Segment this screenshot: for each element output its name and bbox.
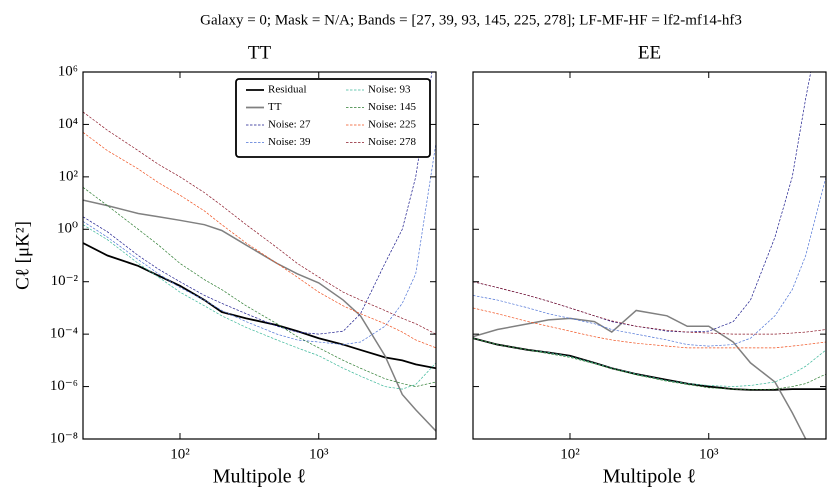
y-tick-label: 10⁻⁴ [50,326,78,342]
series-line [473,309,807,439]
series-line [473,72,812,333]
y-tick-label: 10⁶ [58,63,78,79]
x-tick-label: 10² [560,446,580,462]
y-tick-label: 10⁴ [58,116,78,132]
legend-box [235,78,431,158]
x-tick-label: 10³ [309,446,329,462]
legend-label: Noise: 145 [368,101,416,113]
x-tick-label: 10² [170,446,190,462]
series-line [473,337,826,391]
legend-label: Noise: 39 [268,136,311,148]
y-axis-label: Cℓ [μK²] [12,221,33,290]
series-line [473,307,826,349]
panel-title: EE [638,42,661,63]
plot-area [83,72,436,432]
frame [472,71,827,440]
series-line [83,142,436,345]
series-line [83,187,436,387]
series-line [83,199,436,432]
x-axis-label: Multipole ℓ [213,466,306,488]
legend-label: Noise: 27 [268,119,311,131]
y-tick-label: 10⁰ [57,221,78,237]
figure-title: Galaxy = 0; Mask = N/A; Bands = [27, 39,… [200,12,742,28]
plot-area [473,72,826,439]
legend-label: Residual [268,84,307,96]
y-tick-label: 10⁻² [51,273,79,289]
series-line [83,132,436,349]
y-tick-label: 10⁻⁸ [50,430,78,446]
x-tick-label: 10³ [699,446,719,462]
y-tick-label: 10² [59,168,79,184]
series-line [473,337,826,387]
series-line [83,111,436,335]
series-line [83,242,436,370]
panel-title: TT [248,42,272,63]
y-tick-label: 10⁻⁶ [50,378,78,394]
x-axis-label: Multipole ℓ [603,466,696,488]
series-line [473,176,826,347]
legend-label: TT [268,101,282,113]
frame [82,71,437,440]
legend-label: Noise: 278 [368,136,416,148]
series-line [83,224,436,390]
series-line [83,72,433,335]
legend-label: Noise: 93 [368,84,411,96]
series-line [473,281,826,335]
legend-label: Noise: 225 [368,119,416,131]
